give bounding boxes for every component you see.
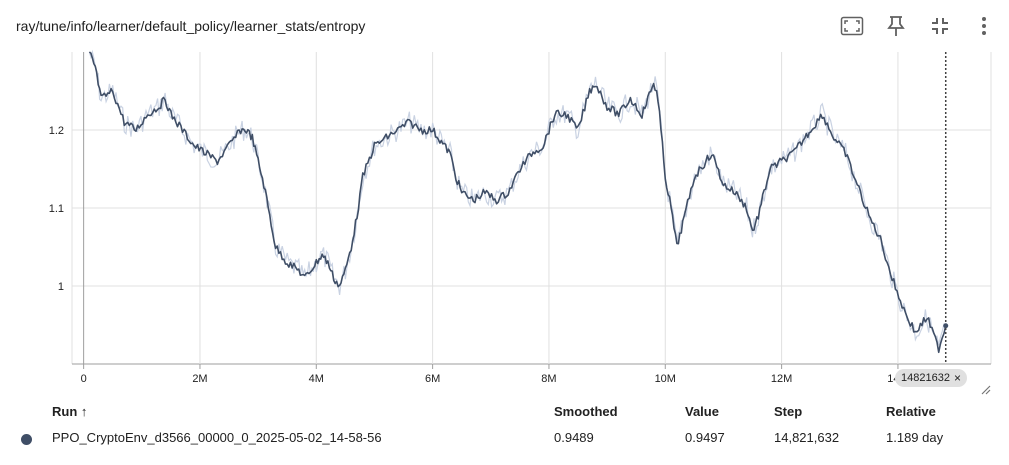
close-icon[interactable]: ×	[953, 371, 961, 385]
x-tick-label: 12M	[771, 373, 792, 385]
raw-value: 0.9497	[685, 430, 725, 445]
chart-grid	[71, 52, 992, 369]
header-step: Step	[774, 404, 803, 419]
x-tick-label: 2M	[192, 373, 207, 385]
header-value: Value	[685, 404, 719, 419]
pin-button[interactable]	[881, 12, 911, 40]
step-cursor-chip[interactable]: 14821632 ×	[895, 369, 967, 387]
x-tick-label: 4M	[309, 373, 324, 385]
y-tick-label: 1	[58, 281, 64, 293]
axis-ticks: 11.11.202M4M6M8M10M12M14M	[49, 125, 909, 385]
header-run-sort[interactable]: Run ↑	[52, 404, 88, 419]
raw-series-layer	[88, 49, 947, 346]
x-tick-label: 8M	[541, 373, 556, 385]
run-name: PPO_CryptoEnv_d3566_00000_0_2025-05-02_1…	[52, 430, 382, 445]
card-title: ray/tune/info/learner/default_policy/lea…	[16, 18, 366, 34]
fullscreen-button[interactable]	[837, 12, 867, 40]
fullscreen-icon	[840, 16, 864, 36]
smoothed-value: 0.9489	[554, 430, 594, 445]
more-options-button[interactable]	[969, 12, 999, 40]
y-tick-label: 1.2	[49, 125, 64, 137]
line-chart[interactable]: 11.11.202M4M6M8M10M12M14M	[0, 48, 1009, 393]
x-tick-label: 10M	[655, 373, 676, 385]
smoothed-series-line	[88, 51, 947, 354]
step-cursor-layer[interactable]	[943, 52, 949, 364]
header-relative: Relative	[886, 404, 936, 419]
run-color-dot	[21, 434, 32, 445]
card-toolbar	[837, 12, 999, 40]
collapse-icon	[932, 18, 948, 34]
pin-icon	[887, 16, 905, 36]
table-header-row: Run ↑ Smoothed Value Step Relative	[0, 400, 1009, 424]
x-tick-label: 6M	[425, 373, 440, 385]
resize-handle-icon[interactable]	[981, 385, 991, 395]
header-smoothed: Smoothed	[554, 404, 618, 419]
raw-series-line	[88, 49, 947, 346]
relative-time: 1.189 day	[886, 430, 944, 445]
more-vert-icon	[982, 17, 986, 35]
step-value: 14,821,632	[774, 430, 840, 445]
smoothed-series-layer	[88, 51, 947, 354]
collapse-button[interactable]	[925, 12, 955, 40]
table-row: PPO_CryptoEnv_d3566_00000_0_2025-05-02_1…	[0, 426, 1009, 450]
step-cursor-label: 14821632	[901, 372, 950, 384]
x-tick-label: 0	[81, 373, 87, 385]
cursor-data-point	[943, 323, 949, 329]
y-tick-label: 1.1	[49, 203, 64, 215]
